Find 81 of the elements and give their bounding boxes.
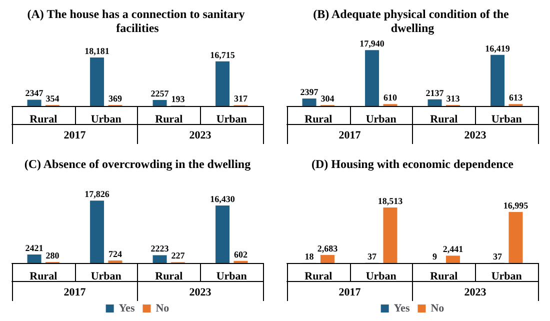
x-tick-label: Rural: [30, 270, 58, 282]
x-tick-label: Urban: [366, 114, 396, 126]
x-tick-label: Rural: [430, 114, 458, 126]
data-label: 37: [493, 251, 503, 262]
data-label: 18: [304, 251, 314, 262]
data-label: 9: [432, 251, 438, 262]
data-label: 317: [234, 94, 248, 104]
data-label: 193: [171, 94, 186, 104]
data-label: 304: [320, 94, 335, 104]
text: 2023: [464, 286, 487, 298]
text: 2023: [189, 286, 212, 298]
data-label: 2257: [150, 88, 170, 98]
data-label: 16,430: [210, 194, 236, 204]
x-tick-label: Rural: [304, 270, 332, 282]
data-label: 280: [46, 250, 60, 261]
data-label: 17,940: [360, 38, 385, 49]
data-label: 2347: [25, 88, 44, 98]
bar: [152, 255, 167, 263]
data-label: 227: [171, 250, 186, 261]
data-label: 313: [446, 94, 460, 104]
data-label: 16,995: [503, 200, 529, 211]
x-tick-label: Rural: [304, 114, 332, 126]
text: 2023: [189, 130, 212, 142]
legend-label: No: [156, 302, 170, 314]
data-label: 724: [108, 248, 122, 259]
bar: [90, 200, 104, 263]
data-label: 16,419: [485, 43, 510, 54]
chart-title: (B) Adequate physical condition of the dwelling: [313, 7, 512, 35]
bar: [446, 256, 460, 263]
data-label: 2223: [150, 244, 170, 254]
data-label: 2,683: [317, 243, 338, 254]
bar: [302, 98, 316, 106]
data-label: 2137: [426, 88, 444, 98]
data-label: 16,715: [210, 50, 236, 60]
bar: [490, 54, 505, 106]
legend-label: Yes: [118, 302, 136, 314]
x-tick-label: Rural: [430, 270, 458, 282]
x-tick-label: Rural: [155, 270, 183, 282]
data-label: 2,441: [442, 244, 464, 254]
x-tick-label: Urban: [366, 270, 396, 282]
bar: [216, 61, 230, 106]
data-label: 613: [508, 92, 523, 103]
legend-label: Yes: [394, 302, 410, 314]
x-tick-label: Urban: [491, 114, 522, 126]
bar: [27, 254, 42, 263]
x-tick-label: Urban: [216, 270, 247, 282]
data-label: 18,181: [84, 46, 110, 56]
bar: [90, 58, 104, 106]
x-tick-label: Urban: [491, 270, 522, 282]
data-label: 369: [108, 94, 122, 104]
data-label: 354: [46, 94, 60, 104]
bar: [27, 100, 42, 106]
text: 2017: [64, 130, 86, 142]
x-tick-label: Rural: [155, 114, 183, 126]
data-label: 2397: [300, 87, 319, 98]
text: 2017: [64, 286, 86, 298]
data-label: 37: [368, 251, 378, 262]
legend-label: No: [430, 302, 445, 314]
data-label: 18,513: [378, 196, 404, 206]
bar: [365, 50, 380, 106]
chart-title: (C) Absence of overcrowding in the dwelling: [24, 157, 251, 171]
x-tick-label: Urban: [90, 114, 122, 126]
data-label: 602: [234, 249, 248, 260]
data-label: 610: [383, 92, 398, 103]
x-tick-label: Rural: [30, 114, 58, 126]
chart-title: (D) Housing with economic dependence: [312, 157, 514, 171]
data-label: 2421: [25, 243, 44, 254]
bar: [383, 207, 398, 263]
bar: [108, 260, 122, 263]
text: 2017: [338, 286, 362, 298]
text: 2023: [464, 130, 487, 142]
x-tick-label: Urban: [216, 114, 247, 126]
bar: [320, 254, 334, 263]
chart-title: (A) The house has a connection to sanitary facilities: [27, 7, 248, 35]
bar: [508, 212, 523, 263]
bar: [428, 99, 442, 106]
bar: [152, 100, 167, 106]
bar: [216, 205, 230, 263]
x-tick-label: Urban: [90, 270, 122, 282]
data-label: 17,826: [84, 189, 110, 200]
text: 2017: [338, 130, 362, 142]
